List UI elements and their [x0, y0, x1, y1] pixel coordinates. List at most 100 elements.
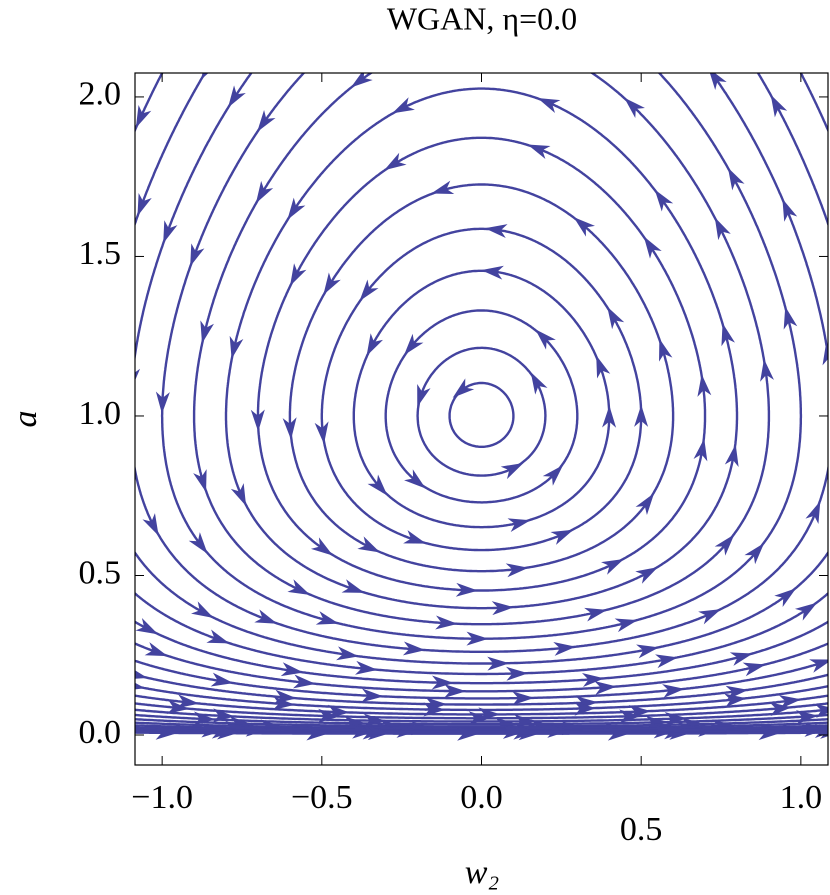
streamline [135, 730, 828, 735]
y-tick-label: 0.5 [79, 554, 122, 591]
flow-arrow [392, 97, 415, 114]
flow-arrow [537, 97, 561, 113]
flow-arrow [822, 342, 828, 366]
flow-arrow [431, 675, 454, 690]
flow-arrow [250, 409, 265, 432]
flow-arrow [635, 493, 655, 516]
flow-arrow [287, 579, 311, 596]
flow-arrow [361, 688, 384, 703]
flow-arrow [744, 543, 765, 565]
flow-arrow [693, 438, 708, 462]
flow-arrow [786, 46, 803, 69]
flow-arrow [783, 306, 798, 330]
flow-arrow [30, 360, 44, 383]
flow-arrow [769, 702, 792, 717]
streamline [352, 269, 611, 529]
flow-arrow [40, 507, 54, 530]
flow-arrow [98, 339, 112, 362]
x-tick-label: 1.0 [780, 779, 823, 816]
flow-arrow [257, 109, 276, 132]
flow-arrow [135, 682, 146, 690]
flow-arrow [314, 421, 329, 444]
flow-arrow [607, 306, 625, 330]
flow-arrow [654, 189, 674, 212]
flow-arrow [292, 674, 316, 689]
flow-arrow [809, 659, 828, 673]
streamline [135, 718, 828, 728]
flow-arrow [229, 335, 244, 359]
streamline [135, 708, 828, 723]
streamline [135, 73, 828, 676]
streamline [288, 183, 675, 573]
flow-arrow [384, 152, 407, 171]
flow-arrow [166, 699, 190, 714]
flow-arrow [155, 725, 178, 740]
flow-arrow [272, 696, 295, 711]
flow-arrow [466, 631, 489, 646]
flow-arrow [729, 652, 753, 666]
flow-arrow [634, 404, 649, 427]
streamline [192, 73, 771, 626]
flow-arrow [452, 378, 475, 398]
flow-arrow [366, 333, 384, 357]
flow-arrow [698, 609, 722, 625]
flow-arrow [614, 618, 638, 633]
flow-arrow [505, 563, 529, 578]
streamline [135, 731, 828, 735]
streamline [160, 73, 803, 640]
flow-arrow [553, 641, 576, 656]
y-tick-label: 1.0 [79, 395, 122, 432]
flow-arrow [62, 694, 85, 708]
flow-arrow [530, 371, 548, 395]
y-tick-label: 0.0 [79, 714, 122, 751]
flow-arrow [770, 94, 788, 118]
flow-arrow [137, 193, 152, 217]
flow-arrow [635, 567, 658, 584]
y-tick-label: 2.0 [79, 76, 122, 113]
flow-arrow [287, 197, 306, 220]
flow-arrow [404, 469, 426, 489]
flow-arrow [724, 444, 739, 468]
flow-arrow [255, 180, 274, 204]
flow-arrow [404, 333, 424, 356]
streamline [135, 659, 828, 700]
flow-arrow [336, 646, 359, 661]
streamline [135, 73, 828, 653]
flow-arrow [350, 73, 373, 88]
flow-arrow [542, 465, 564, 486]
flow-arrow [310, 537, 334, 556]
flow-arrow [636, 49, 657, 69]
flow-arrow [58, 114, 72, 137]
flow-arrow [805, 500, 821, 524]
flow-arrow [357, 536, 381, 553]
flow-arrow [723, 693, 747, 708]
flow-arrow [573, 217, 595, 237]
flow-arrow [135, 105, 152, 128]
flow-arrow [200, 73, 209, 80]
flow-arrow [163, 220, 178, 244]
flow-arrow [607, 726, 630, 741]
flow-arrow [581, 673, 605, 688]
streamline [135, 694, 828, 716]
flow-arrow [135, 670, 148, 679]
flow-arrow [814, 703, 828, 718]
flow-arrow [535, 329, 556, 350]
flow-arrow [135, 618, 159, 635]
flow-arrow [280, 662, 304, 677]
streamline [320, 227, 643, 552]
flow-arrow [27, 552, 45, 574]
flow-arrow [457, 726, 480, 741]
flow-arrow [51, 720, 73, 734]
flow-arrow [17, 675, 40, 689]
flow-arrow [290, 263, 307, 287]
flow-arrow [778, 695, 802, 709]
flow-arrow [782, 198, 798, 222]
streamline [135, 642, 828, 693]
flow-arrow [662, 684, 685, 699]
flow-arrow [487, 656, 510, 671]
flow-arrow [0, 621, 4, 640]
flow-arrow [43, 699, 66, 713]
flow-arrow [66, 625, 89, 642]
flow-arrow [491, 601, 515, 616]
